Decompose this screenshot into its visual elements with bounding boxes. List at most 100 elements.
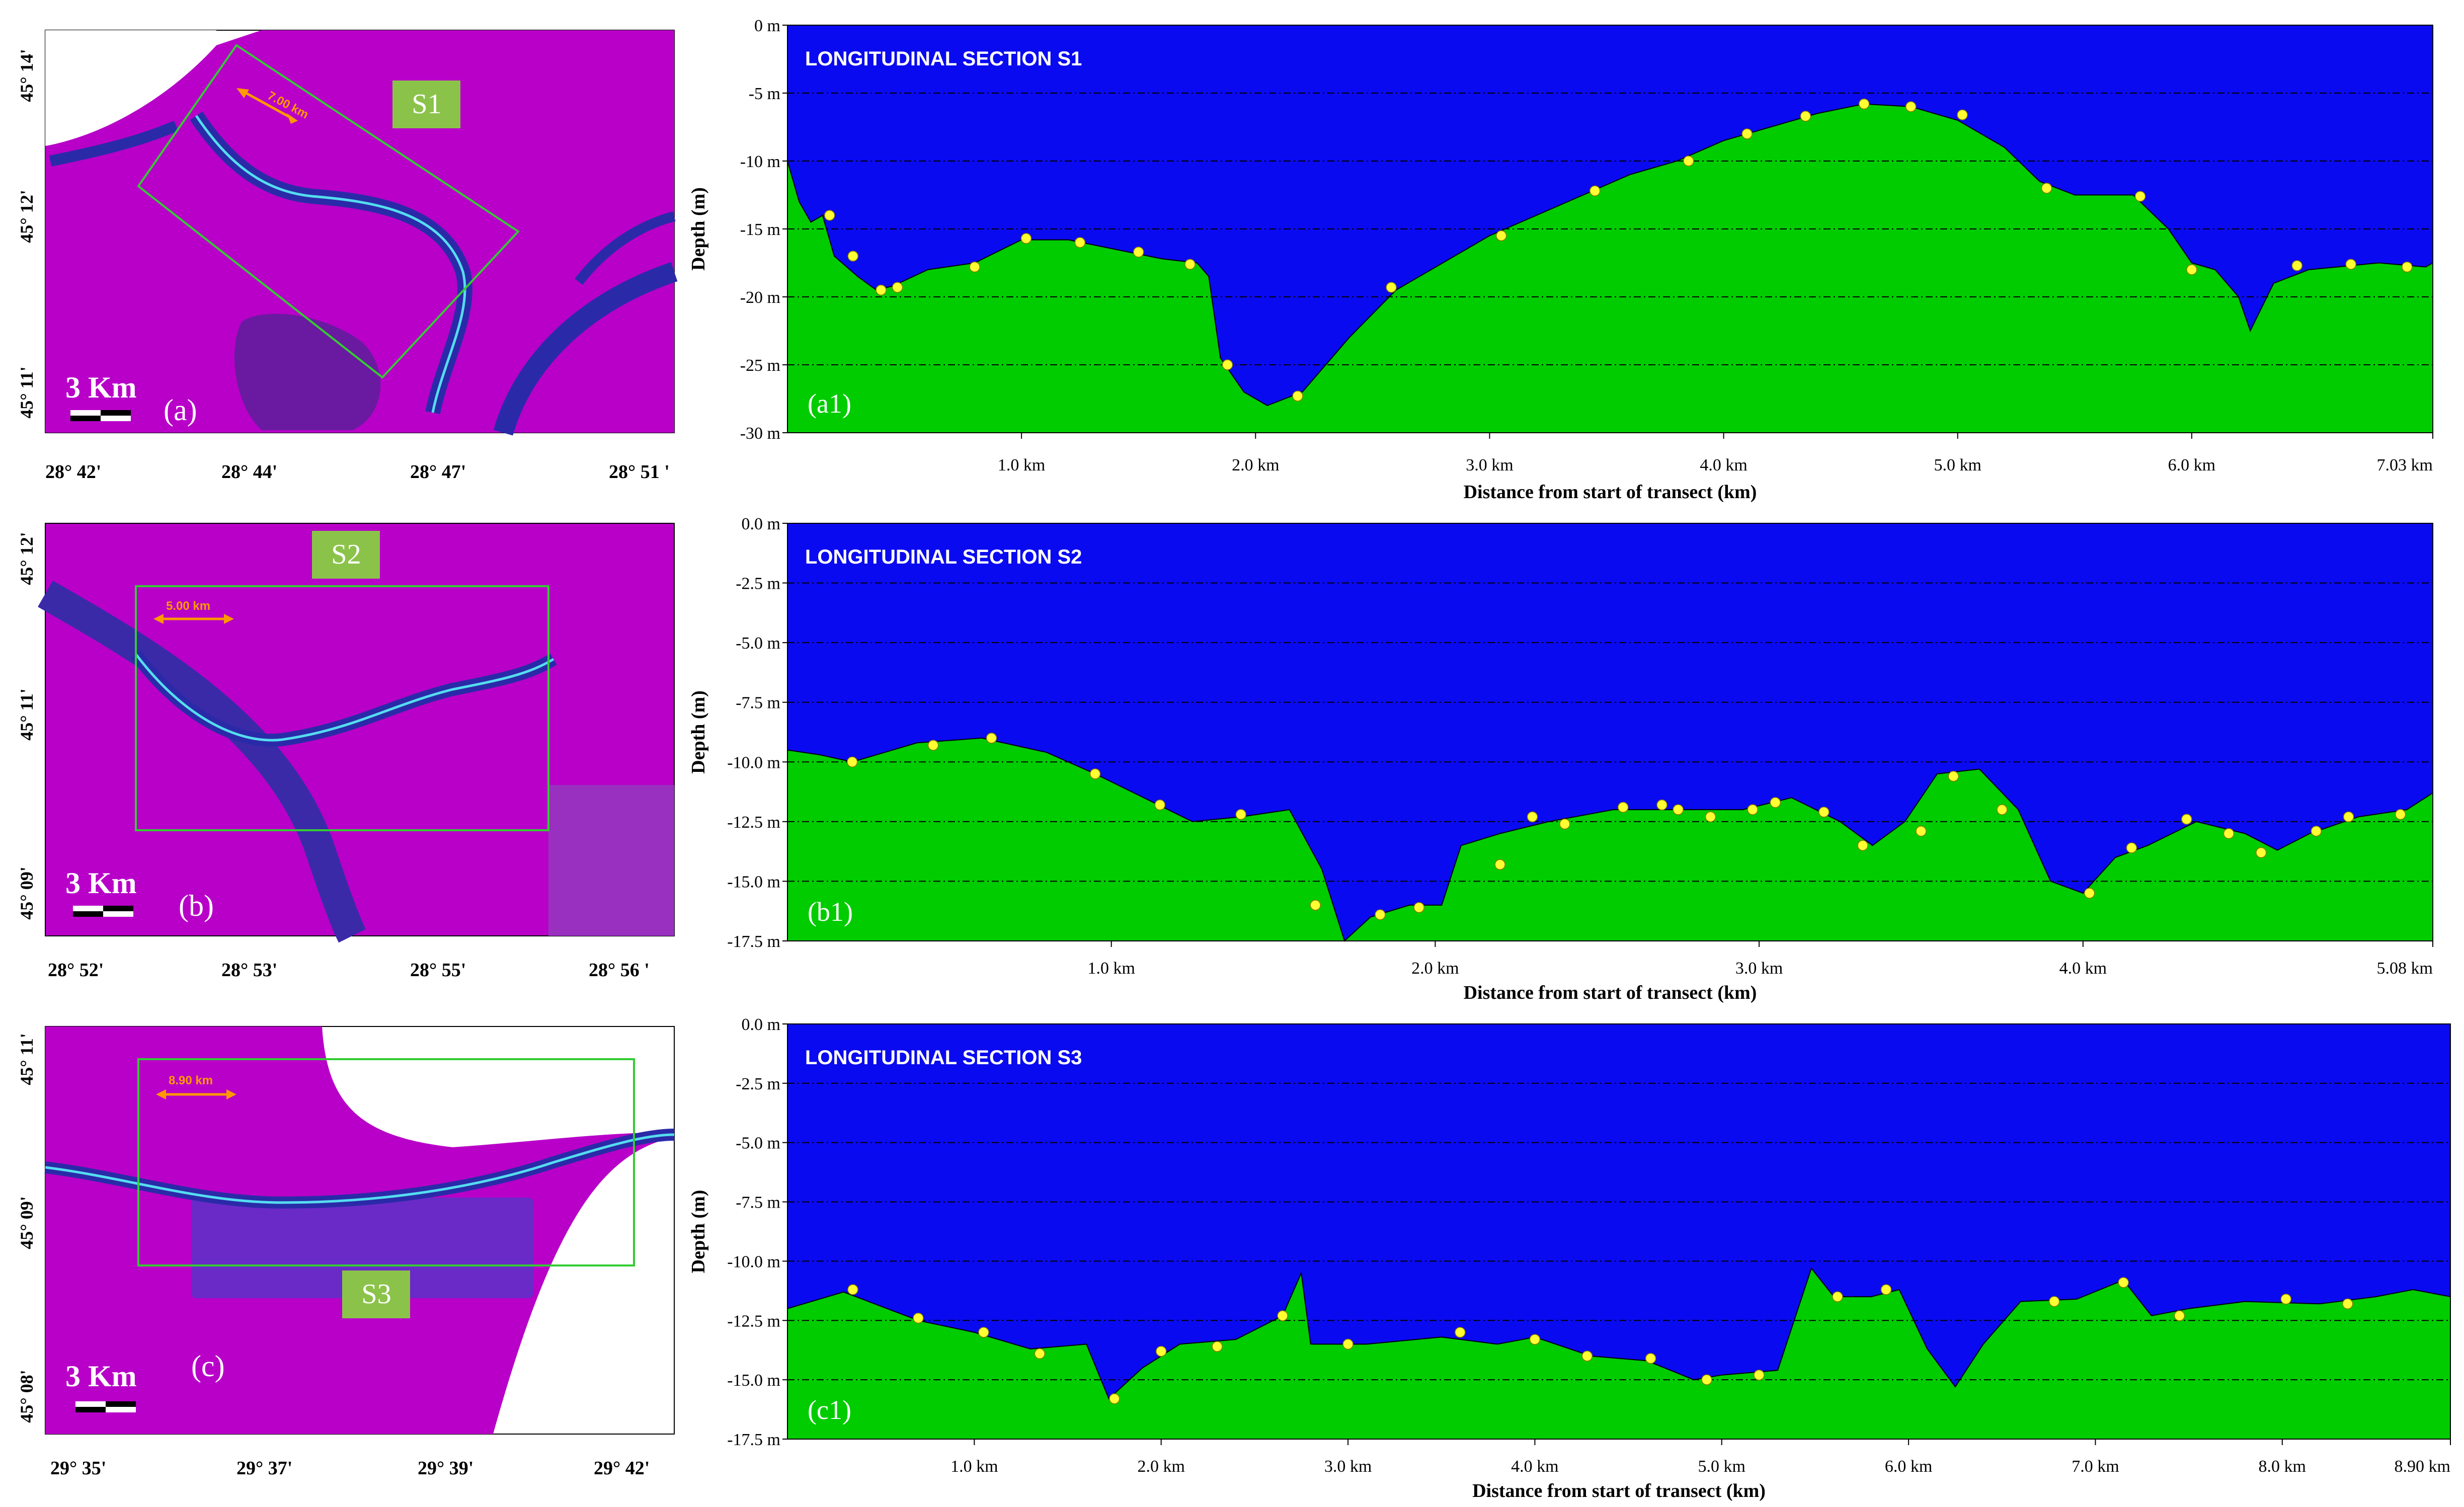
channel-centerline — [45, 1133, 675, 1204]
x-tick-label: 4.0 km — [1511, 1457, 1558, 1476]
section-label: S3 — [361, 1279, 391, 1310]
measurement-point — [2345, 259, 2356, 270]
lon-label-3: 29° 39' — [418, 1458, 473, 1479]
measurement-point — [1857, 840, 1868, 851]
measurement-point — [1673, 804, 1684, 815]
measurement-point — [1494, 859, 1505, 870]
measurement-point — [1832, 1291, 1843, 1302]
measurement-point — [1905, 101, 1917, 112]
measurement-point — [2186, 264, 2197, 275]
sea-area — [45, 30, 216, 146]
panel-tag: (c1) — [808, 1395, 851, 1425]
y-tick-label: -10.0 m — [727, 753, 780, 772]
lon-label-1: 29° 35' — [50, 1458, 106, 1479]
lon-label-4: 28° 51 ' — [609, 461, 670, 483]
lat-label-2: 45° 09' — [17, 1196, 37, 1249]
lagoon-area — [191, 1198, 533, 1298]
panel-tag: (a1) — [808, 388, 851, 419]
riverbed-area — [787, 103, 2433, 433]
row-s2: 5.00 km S2 3 Km (b) 45° 12' 45° 11' 45° … — [0, 503, 2464, 1006]
x-axis-title: Distance from start of transect (km) — [1464, 982, 1757, 1003]
y-tick-label: 0.0 m — [742, 1015, 780, 1034]
measurement-point — [2118, 1277, 2129, 1288]
harbor-area — [548, 785, 674, 936]
x-tick-label: 5.0 km — [1698, 1457, 1745, 1476]
measurement-point — [1858, 98, 1870, 110]
measurement-point — [846, 756, 858, 768]
section-box — [137, 44, 520, 379]
measurement-point — [2084, 888, 2095, 899]
measurement-point — [986, 733, 997, 744]
measurement-point — [1020, 233, 1032, 244]
measurement-point — [1581, 1351, 1593, 1362]
lon-label-2: 29° 37' — [236, 1458, 292, 1479]
x-tick-label: 2.0 km — [1137, 1457, 1184, 1476]
section-label: S2 — [331, 539, 361, 570]
distance-arrow — [241, 89, 293, 120]
measurement-point — [1747, 804, 1758, 815]
river-main — [38, 580, 366, 943]
measurement-point — [1656, 799, 1667, 811]
x-tick-label: 3.0 km — [1735, 959, 1783, 978]
measurement-point — [2256, 847, 2267, 858]
measurement-point — [2134, 191, 2146, 202]
x-tick-label: 6.0 km — [2168, 456, 2215, 474]
y-tick-label: -30 m — [740, 424, 780, 443]
y-tick-label: -2.5 m — [736, 575, 780, 593]
measurement-point — [1617, 802, 1629, 813]
x-tick-label: 8.90 km — [2395, 1457, 2450, 1476]
y-tick-label: -5.0 m — [736, 634, 780, 653]
measurement-point — [1386, 282, 1397, 293]
measurement-point — [2048, 1296, 2060, 1307]
map-tag: (c) — [191, 1350, 225, 1383]
measurement-point — [1089, 768, 1101, 779]
measurement-point — [847, 251, 858, 262]
y-tick-label: -15.0 m — [727, 1371, 780, 1390]
measurement-point — [1957, 109, 1968, 120]
measurement-point — [1184, 259, 1196, 270]
lon-label-4: 28° 56 ' — [589, 960, 650, 981]
section-label-box — [342, 1271, 410, 1318]
measurement-point — [2280, 1294, 2291, 1305]
measurement-point — [1916, 826, 1927, 837]
lat-label-3: 45° 08' — [17, 1370, 37, 1422]
measurement-point — [2174, 1310, 2185, 1321]
map-tag: (a) — [164, 393, 197, 427]
measurement-point — [1701, 1374, 1712, 1385]
distance-label: 5.00 km — [166, 599, 210, 613]
lon-label-2: 28° 44' — [221, 461, 277, 483]
section-label-box — [392, 81, 460, 128]
measurement-point — [978, 1327, 989, 1338]
x-tick-label: 2.0 km — [1411, 959, 1459, 978]
lon-label-1: 28° 52' — [48, 960, 104, 981]
map-panel-s2: 5.00 km S2 3 Km (b) 45° 12' 45° 11' 45° … — [17, 523, 675, 981]
measurement-point — [1589, 185, 1601, 197]
distance-label: 8.90 km — [169, 1074, 213, 1087]
lon-label-2: 28° 53' — [221, 960, 277, 981]
measurement-point — [2181, 814, 2192, 825]
measurement-point — [927, 740, 939, 751]
measurement-point — [2402, 261, 2413, 273]
measurement-point — [2311, 826, 2322, 837]
measurement-point — [1342, 1338, 1354, 1350]
measurement-point — [913, 1312, 924, 1324]
x-tick-label: 6.0 km — [1885, 1457, 1932, 1476]
measurement-point — [969, 261, 980, 273]
measurement-point — [1222, 359, 1233, 370]
section-title: LONGITUDINAL SECTION S1 — [805, 48, 1082, 70]
profile-chart-s3: 0.0 m -2.5 m -5.0 m -7.5 m -10.0 m -12.5 m -15… — [688, 1015, 2451, 1501]
channel-centerline — [135, 653, 554, 742]
measurement-point — [2126, 842, 2137, 853]
section-label-box — [312, 531, 380, 579]
section-label: S1 — [412, 89, 441, 120]
y-tick-label: -15 m — [740, 220, 780, 239]
x-tick-label: 3.0 km — [1324, 1457, 1372, 1476]
lon-label-3: 28° 55' — [410, 960, 466, 981]
measurement-point — [824, 210, 835, 221]
measurement-point — [2291, 260, 2302, 271]
measurement-point — [1034, 1348, 1046, 1360]
x-tick-label: 4.0 km — [2059, 959, 2107, 978]
x-tick-label: 8.0 km — [2259, 1457, 2306, 1476]
scale-label: 3 Km — [65, 371, 137, 404]
x-tick-label: 2.0 km — [1232, 456, 1279, 474]
